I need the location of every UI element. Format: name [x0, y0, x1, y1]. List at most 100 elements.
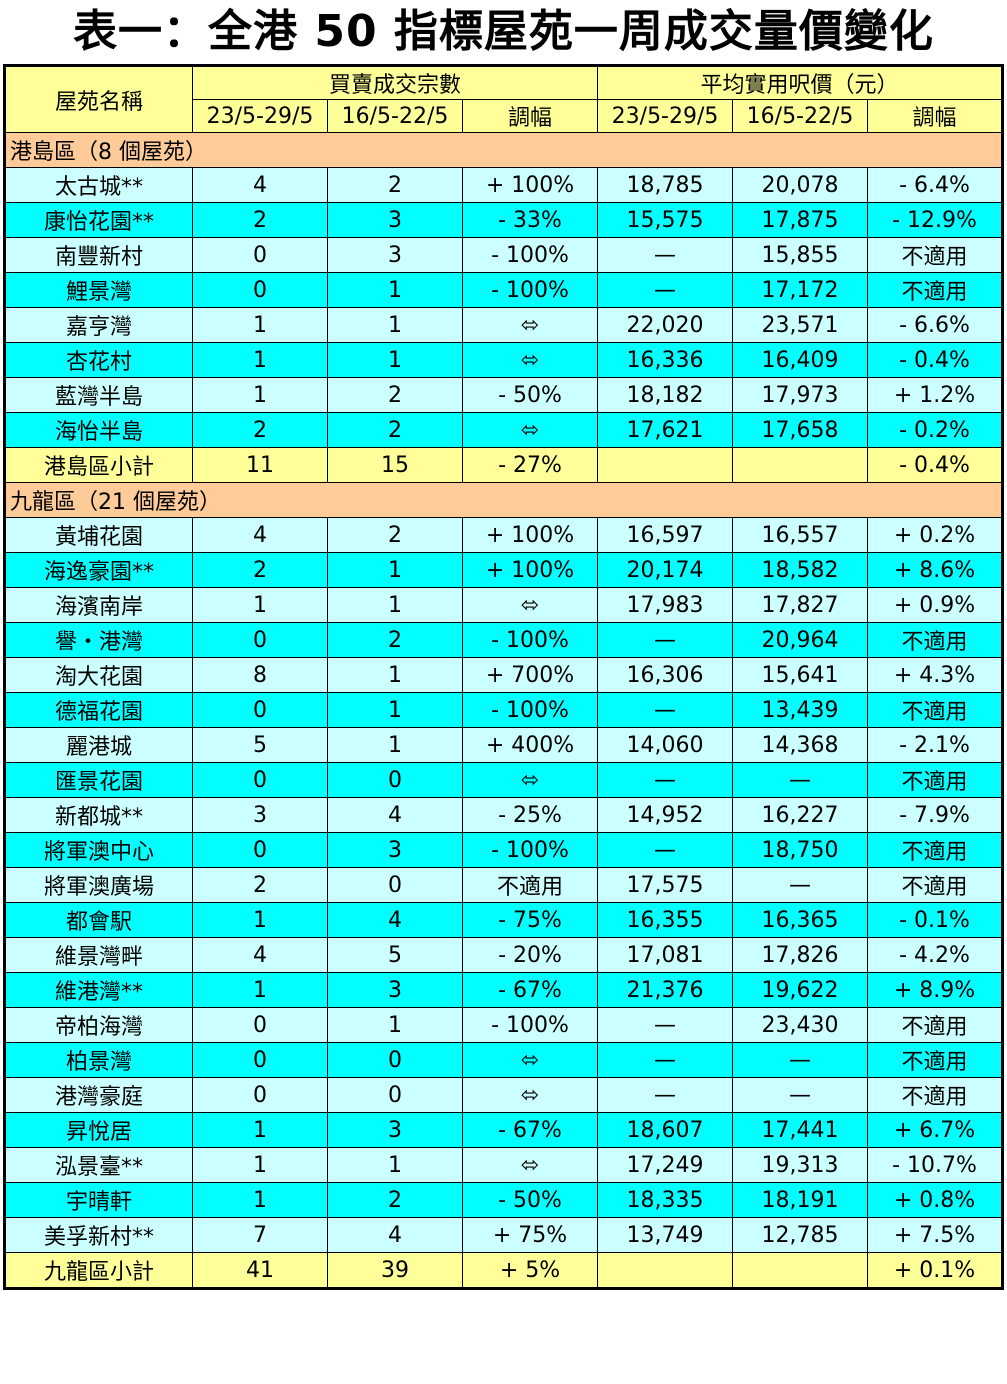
estate-name-cell: 康怡花園**	[4, 202, 193, 238]
table-row: 藍灣半島 1 2- 50% 18,182 17,973 + 1.2%	[4, 377, 1004, 413]
volume-previous-cell: 0	[327, 762, 463, 798]
price-previous-cell: 15,641	[732, 657, 869, 693]
estate-name-cell: 將軍澳中心	[4, 832, 193, 868]
volume-current-cell: 5	[192, 727, 328, 763]
volume-change-cell: - 20%	[461, 937, 599, 973]
price-group-header: 平均實用呎價（元）	[597, 65, 1004, 100]
price-change-cell: 不適用	[867, 867, 1004, 903]
subtotal-price-change-cell: + 0.1%	[867, 1252, 1004, 1289]
volume-previous-cell: 0	[327, 1077, 463, 1113]
estate-name-cell: 美孚新村**	[4, 1217, 193, 1253]
estate-name-cell: 柏景灣	[4, 1042, 193, 1078]
price-current-cell: 18,607	[597, 1112, 734, 1148]
table-row: 美孚新村** 7 4 + 75% 13,749 12,785 + 7.5%	[4, 1217, 1004, 1253]
table-row: 海怡半島 2 2 ⬄ 17,621 17,658- 0.2%	[4, 412, 1004, 448]
price-previous-cell: 17,172	[732, 272, 869, 308]
subtotal-row: 港島區小計 11 15- 27% - 0.4%	[4, 447, 1004, 483]
price-previous-cell: 16,227	[732, 797, 869, 833]
volume-previous-cell: 5	[327, 937, 463, 973]
subtotal-price-change-cell: - 0.4%	[867, 447, 1004, 483]
page-title: 表一：全港 50 指標屋苑一周成交量價變化	[73, 6, 934, 57]
estate-name-cell: 都會駅	[4, 902, 193, 938]
table-row: 都會駅 1 4- 75% 16,355 16,365- 0.1%	[4, 902, 1004, 938]
volume-previous-cell: 3	[327, 832, 463, 868]
volume-previous-cell: 3	[327, 237, 463, 273]
price-change-cell: 不適用	[867, 237, 1004, 273]
volume-change-cell: ⬄	[461, 762, 599, 798]
estate-name-cell: 將軍澳廣場	[4, 867, 193, 903]
price-current-cell: 17,081	[597, 937, 734, 973]
price-previous-cell: 16,409	[732, 342, 869, 378]
table-row: 昇悅居 1 3- 67% 18,607 17,441 + 6.7%	[4, 1112, 1004, 1148]
price-previous-cell: 17,441	[732, 1112, 869, 1148]
volume-previous-cell: 2	[327, 377, 463, 413]
volume-previous-cell: 1	[327, 552, 463, 588]
price-week-prev-header: 16/5-22/5	[732, 99, 869, 133]
subtotal-volume-previous-cell: 39	[327, 1252, 463, 1289]
price-previous-cell: 18,582	[732, 552, 869, 588]
price-current-cell: —	[597, 1042, 734, 1078]
estate-name-cell: 維景灣畔	[4, 937, 193, 973]
price-previous-cell: —	[732, 867, 869, 903]
estate-table: 屋苑名稱 買賣成交宗數 平均實用呎價（元） 23/5-29/5 16/5-22/…	[3, 64, 1005, 1290]
volume-current-cell: 1	[192, 1147, 328, 1183]
estate-name-cell: 黃埔花園	[4, 517, 193, 553]
section-header-kowloon: 九龍區（21 個屋苑）	[3, 482, 1004, 518]
volume-previous-cell: 4	[327, 797, 463, 833]
volume-change-cell: ⬄	[461, 342, 599, 378]
volume-current-cell: 0	[192, 272, 328, 308]
volume-current-cell: 1	[192, 342, 328, 378]
table-row: 海逸豪園** 2 1 + 100% 20,174 18,582 + 8.6%	[4, 552, 1004, 588]
volume-current-cell: 3	[192, 797, 328, 833]
volume-week-prev-header: 16/5-22/5	[327, 99, 463, 133]
volume-current-cell: 2	[192, 412, 328, 448]
volume-group-header: 買賣成交宗數	[191, 65, 599, 100]
price-change-cell: 不適用	[867, 692, 1004, 728]
volume-change-cell: + 400%	[461, 727, 599, 763]
table-row: 將軍澳廣場 2 0 不適用 17,575— 不適用	[4, 867, 1004, 903]
volume-current-cell: 1	[192, 307, 328, 343]
volume-current-cell: 0	[192, 1077, 328, 1113]
subtotal-price-current-cell	[597, 447, 734, 483]
price-previous-cell: 17,973	[732, 377, 869, 413]
volume-previous-cell: 2	[327, 167, 463, 203]
table-row: 杏花村 1 1 ⬄ 16,336 16,409- 0.4%	[4, 342, 1004, 378]
price-current-cell: —	[597, 762, 734, 798]
volume-change-cell: - 75%	[461, 902, 599, 938]
price-current-cell: 15,575	[597, 202, 734, 238]
subtotal-row: 九龍區小計 41 39 + 5% + 0.1%	[4, 1252, 1004, 1289]
price-previous-cell: 20,078	[732, 167, 869, 203]
subtotal-volume-previous-cell: 15	[327, 447, 463, 483]
estate-name-cell: 譽・港灣	[4, 622, 193, 658]
price-current-cell: 16,355	[597, 902, 734, 938]
price-previous-cell: 19,622	[732, 972, 869, 1008]
estate-name-cell: 新都城**	[4, 797, 193, 833]
price-previous-cell: 17,826	[732, 937, 869, 973]
estate-name-cell: 海濱南岸	[4, 587, 193, 623]
volume-change-cell: + 100%	[461, 552, 599, 588]
price-current-cell: 14,060	[597, 727, 734, 763]
price-previous-cell: 17,658	[732, 412, 869, 448]
volume-change-cell: ⬄	[461, 1042, 599, 1078]
volume-current-cell: 0	[192, 692, 328, 728]
subtotal-volume-current-cell: 41	[192, 1252, 328, 1289]
table-row: 黃埔花園 4 2 + 100% 16,597 16,557 + 0.2%	[4, 517, 1004, 553]
estate-name-cell: 嘉亨灣	[4, 307, 193, 343]
volume-change-cell: ⬄	[461, 587, 599, 623]
volume-previous-cell: 3	[327, 972, 463, 1008]
volume-change-cell: ⬄	[461, 1077, 599, 1113]
volume-previous-cell: 3	[327, 1112, 463, 1148]
table-row: 維港灣** 1 3- 67% 21,376 19,622 + 8.9%	[4, 972, 1004, 1008]
price-previous-cell: —	[732, 1042, 869, 1078]
volume-current-cell: 4	[192, 167, 328, 203]
volume-change-cell: ⬄	[461, 307, 599, 343]
estate-name-cell: 昇悅居	[4, 1112, 193, 1148]
price-current-cell: 20,174	[597, 552, 734, 588]
price-current-cell: —	[597, 622, 734, 658]
volume-current-cell: 4	[192, 517, 328, 553]
volume-change-header: 調幅	[461, 99, 599, 133]
price-current-cell: 18,335	[597, 1182, 734, 1218]
volume-current-cell: 4	[192, 937, 328, 973]
subtotal-estate-name-cell: 港島區小計	[4, 447, 193, 483]
volume-current-cell: 1	[192, 587, 328, 623]
